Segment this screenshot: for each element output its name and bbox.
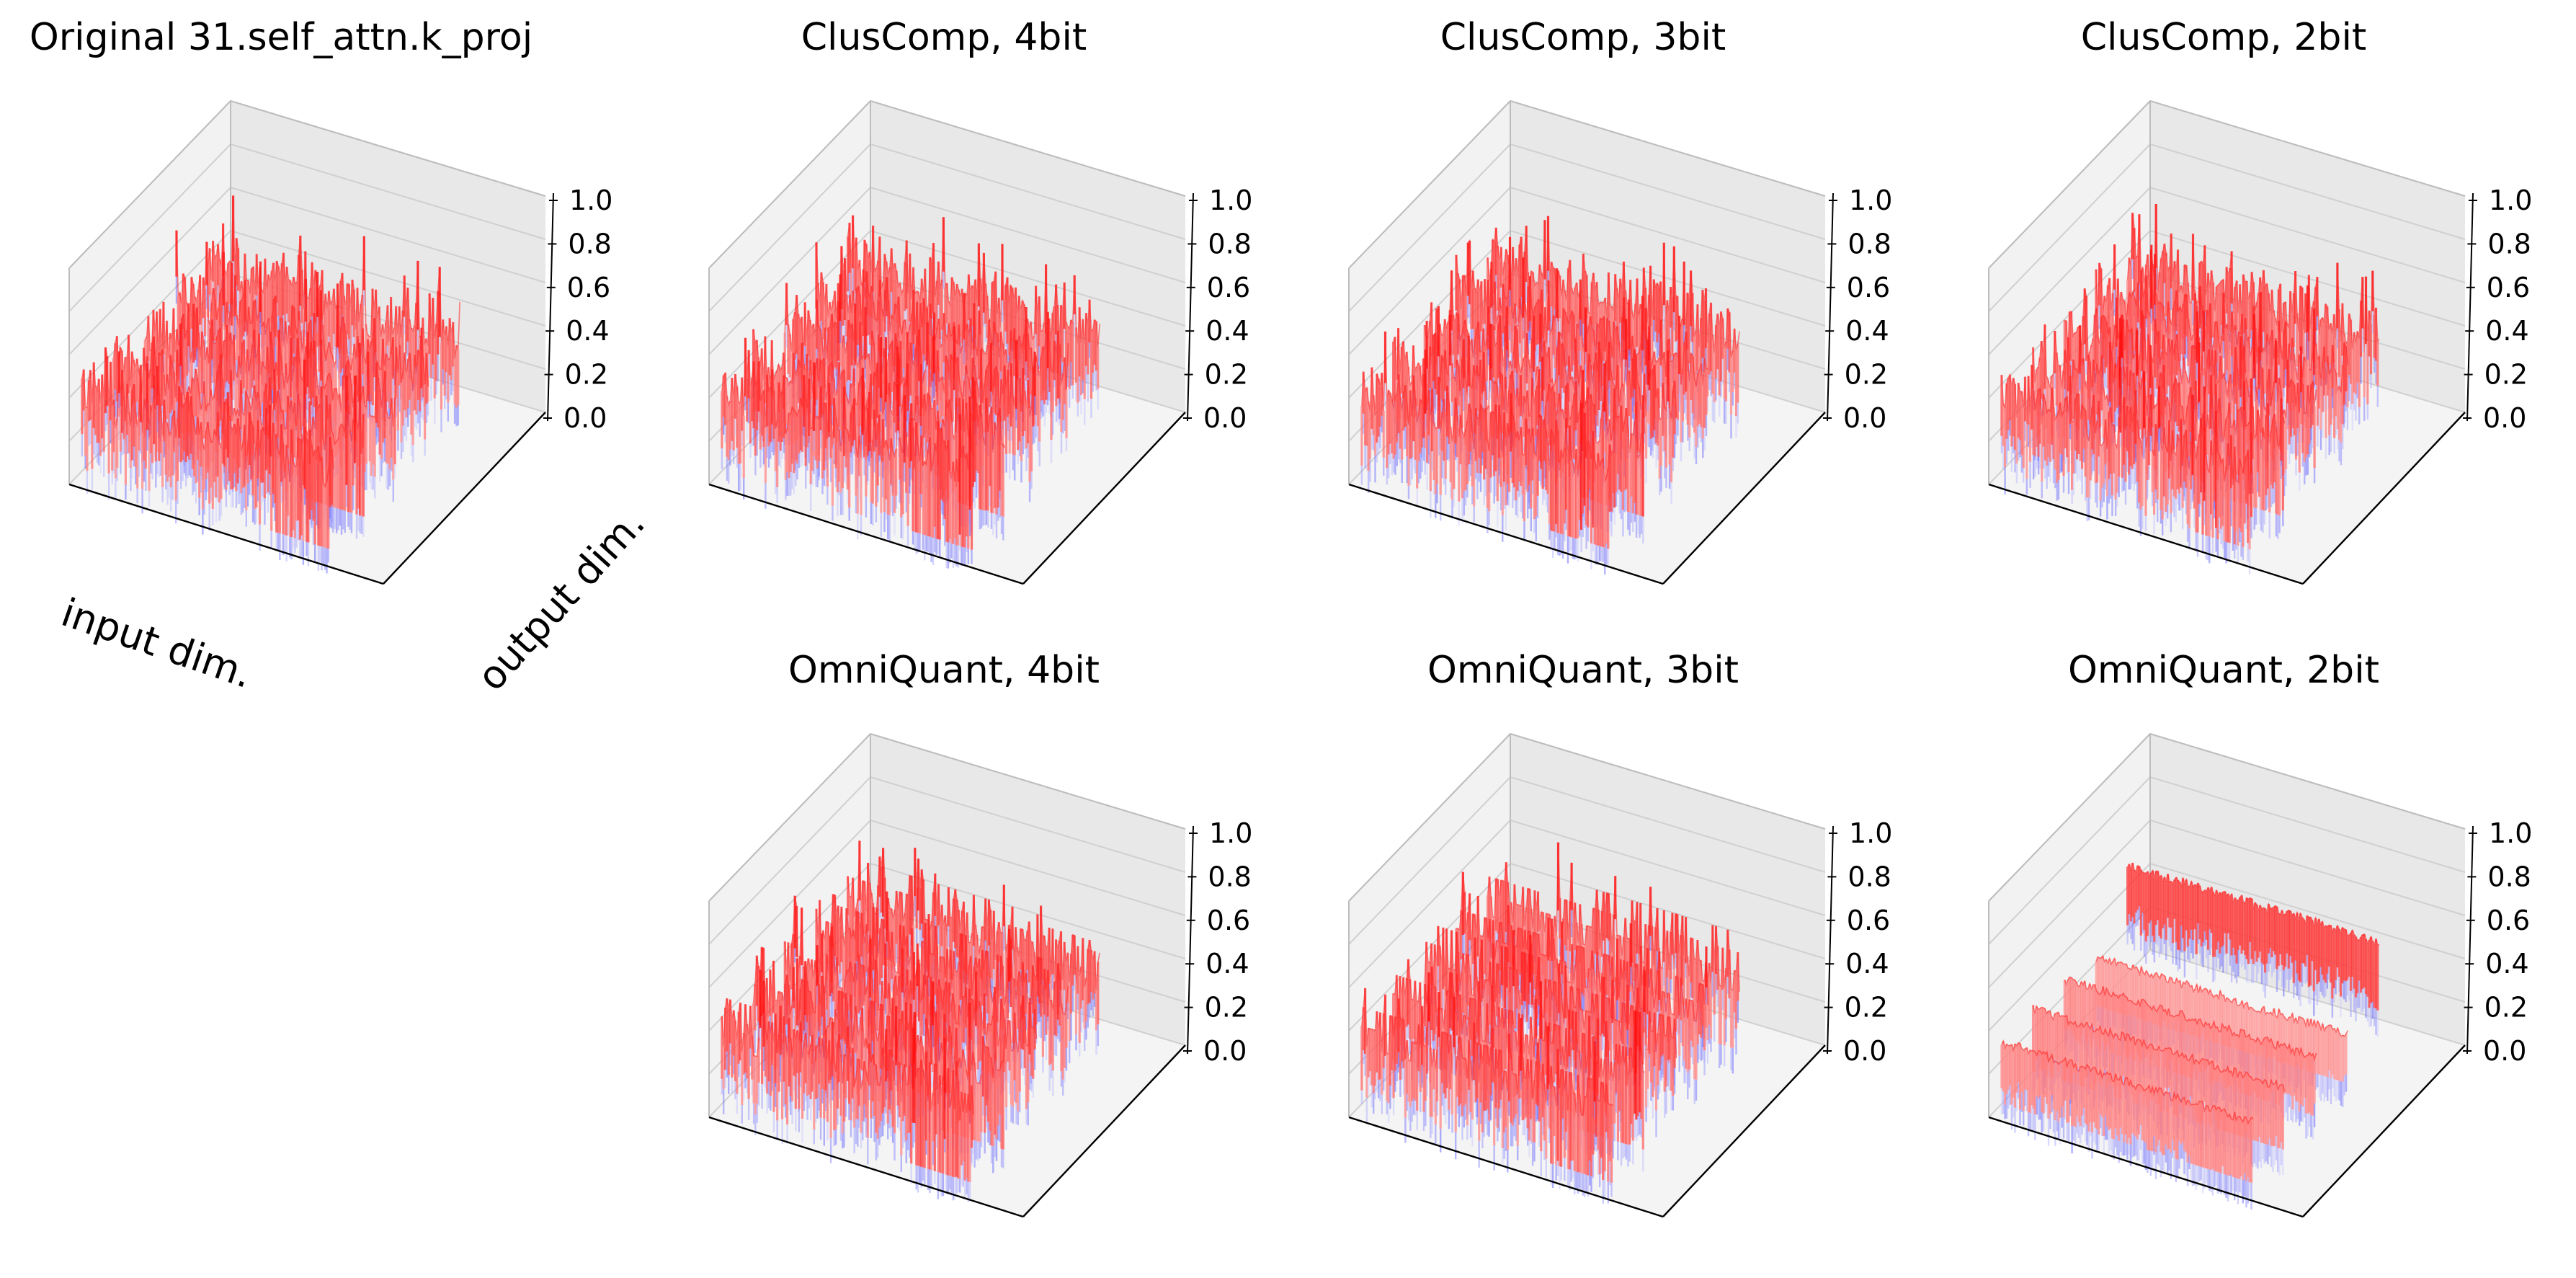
panel-original: 0.0 0.2 0.4 0.6 0.8 1.0 bbox=[69, 101, 612, 584]
panel-cluscomp-2bit: 0.00.20.40.60.81.0 bbox=[1989, 101, 2532, 584]
z-tick-label: 0.2 bbox=[1205, 359, 1248, 391]
z-tick-label: 0.4 bbox=[566, 315, 609, 347]
z-tick-label: 0.6 bbox=[567, 272, 610, 303]
z-tick-label: 0.0 bbox=[1843, 402, 1886, 434]
z-tick-label: 0.0 bbox=[563, 402, 607, 434]
z-tick-label: 0.2 bbox=[565, 359, 608, 391]
z-tick-label: 0.0 bbox=[1203, 402, 1247, 434]
z-tick-label: 0.2 bbox=[1845, 359, 1888, 391]
z-tick-label: 1.0 bbox=[569, 185, 612, 216]
z-tick-label: 1.0 bbox=[1209, 185, 1252, 216]
z-tick-label: 0.4 bbox=[1845, 315, 1889, 347]
z-tick-label: 0.6 bbox=[1847, 272, 1890, 303]
z-tick-label: 0.6 bbox=[1207, 272, 1250, 303]
z-axis bbox=[1187, 193, 1193, 421]
z-tick-label: 1.0 bbox=[1849, 185, 1892, 216]
z-tick-label: 0.8 bbox=[1848, 228, 1891, 259]
z-axis bbox=[548, 193, 553, 421]
panel-cluscomp-3bit: 0.0 0.2 0.4 0.6 0.8 1.0 bbox=[1349, 101, 1892, 584]
z-tick-label: 0.8 bbox=[568, 228, 611, 259]
z-tick-label: 0.4 bbox=[1205, 315, 1249, 347]
panel-cluscomp-4bit: 0.0 0.2 0.4 0.6 0.8 1.0 bbox=[709, 101, 1252, 584]
z-axis bbox=[1827, 193, 1833, 421]
z-tick-label: 0.8 bbox=[1208, 228, 1251, 259]
